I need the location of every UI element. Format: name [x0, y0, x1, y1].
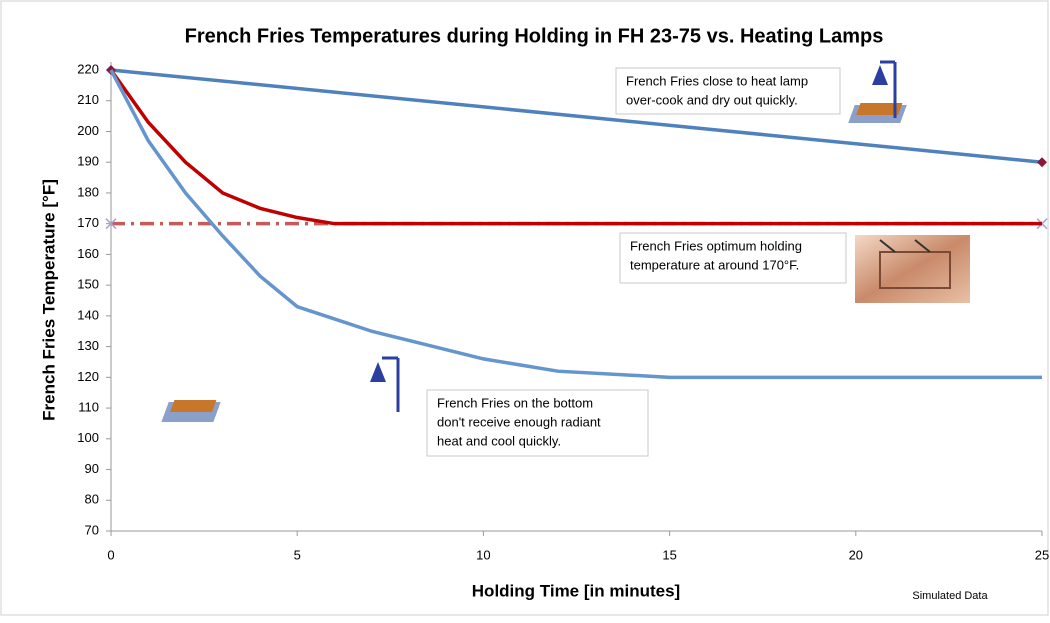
y-tick-label: 70 — [85, 522, 99, 537]
chart-frame — [1, 1, 1048, 615]
annotation-text: heat and cool quickly. — [437, 433, 561, 448]
chart: French Fries Temperatures during Holding… — [0, 0, 1050, 618]
x-tick-label: 25 — [1035, 547, 1049, 562]
y-tick-label: 120 — [77, 369, 99, 384]
x-axis-label: Holding Time [in minutes] — [472, 581, 680, 600]
x-tick-label: 20 — [849, 547, 863, 562]
y-tick-label: 90 — [85, 461, 99, 476]
annotation-text: French Fries close to heat lamp — [626, 73, 808, 88]
lamp-icon — [161, 358, 398, 422]
chart-title: French Fries Temperatures during Holding… — [185, 25, 884, 47]
x-tick-label: 15 — [662, 547, 676, 562]
y-tick-label: 190 — [77, 154, 99, 169]
x-tick-label: 5 — [294, 547, 301, 562]
y-tick-label: 80 — [85, 492, 99, 507]
y-tick-label: 220 — [77, 61, 99, 76]
y-tick-label: 200 — [77, 123, 99, 138]
x-tick-label: 0 — [107, 547, 114, 562]
y-tick-label: 110 — [78, 400, 99, 415]
lamp-icon — [848, 62, 907, 123]
marker — [1037, 157, 1047, 167]
y-tick-label: 130 — [77, 338, 99, 353]
y-tick-label: 100 — [77, 430, 99, 445]
annotation-text: temperature at around 170°F. — [630, 257, 799, 272]
note: Simulated Data — [912, 590, 988, 602]
y-tick-label: 140 — [77, 307, 99, 322]
y-tick-label: 150 — [77, 277, 99, 292]
annotation-text: French Fries optimum holding — [630, 238, 802, 253]
x-tick-label: 10 — [476, 547, 490, 562]
y-axis-label: French Fries Temperature [°F] — [39, 179, 58, 421]
y-tick-label: 210 — [77, 92, 99, 107]
fryer-photo — [855, 235, 970, 303]
y-tick-label: 180 — [77, 184, 99, 199]
y-tick-label: 160 — [77, 246, 99, 261]
annotation-text: French Fries on the bottom — [437, 395, 593, 410]
annotation-text: don't receive enough radiant — [437, 414, 601, 429]
page: French Fries Temperatures during Holding… — [0, 0, 1050, 623]
annotation-text: over-cook and dry out quickly. — [626, 92, 798, 107]
y-tick-label: 170 — [77, 215, 99, 230]
